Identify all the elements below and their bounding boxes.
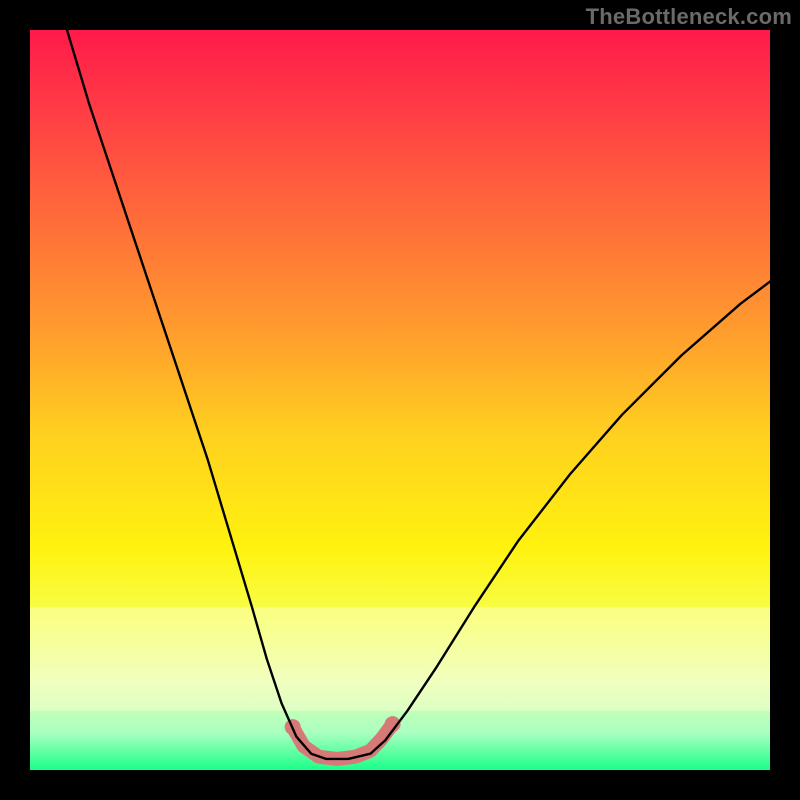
- pale-band: [30, 607, 770, 711]
- bottleneck-curve-chart: [0, 0, 800, 800]
- chart-container: TheBottleneck.com: [0, 0, 800, 800]
- watermark-text: TheBottleneck.com: [586, 4, 792, 30]
